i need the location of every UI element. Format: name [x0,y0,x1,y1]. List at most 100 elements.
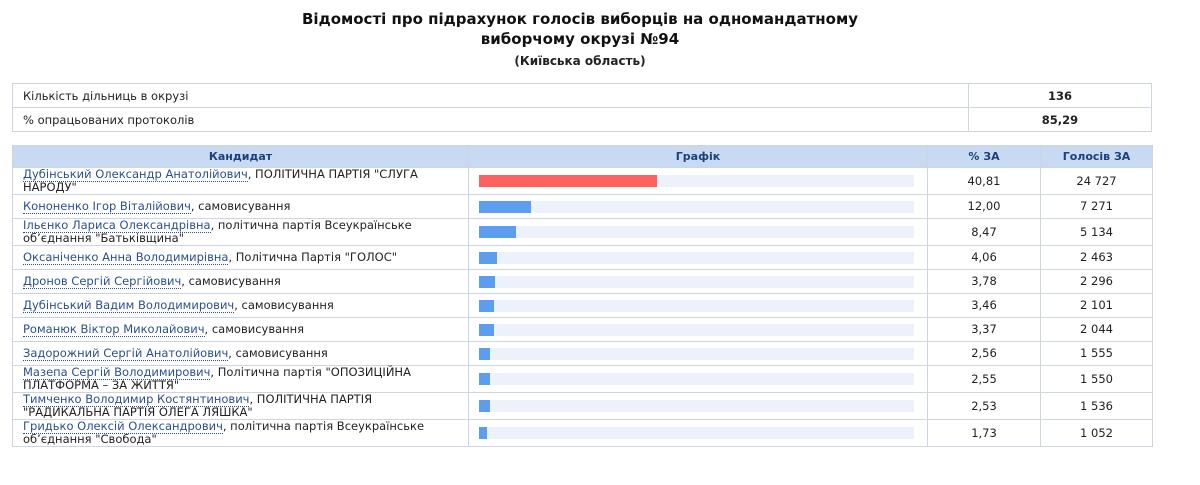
candidate-name[interactable]: Ільєнко Лариса Олександрівна [23,218,211,233]
result-row: Тимченко Володимир Костянтинович, ПОЛІТИ… [12,392,1153,420]
chart-cell [468,167,928,195]
bar-track [479,347,914,360]
votes: 2 044 [1040,317,1153,342]
summary-value: 85,29 [968,107,1152,132]
votes: 24 727 [1040,167,1153,195]
candidate-cell: Ільєнко Лариса Олександрівна, політична … [12,218,469,246]
votes: 1 536 [1040,392,1153,420]
candidate-cell: Романюк Віктор Миколайович, самовисуванн… [12,317,469,342]
candidate-name[interactable]: Оксаніченко Анна Володимирівна [23,250,229,265]
candidate-cell: Дубінський Вадим Володимирович, самовису… [12,293,469,318]
candidate-name[interactable]: Кононенко Ігор Віталійович [23,199,191,214]
title-line: Відомості про підрахунок голосів виборці… [302,10,858,28]
candidate-party: , самовисування [190,199,291,213]
bar-track [479,200,914,213]
bar [479,226,516,238]
result-row: Дубінський Вадим Володимирович, самовису… [12,293,1153,318]
votes: 1 052 [1040,419,1153,447]
candidate-cell: Дубінський Олександр Анатолійович, ПОЛІТ… [12,167,469,195]
candidate-cell: Задорожний Сергій Анатолійович, самовису… [12,341,469,366]
candidate-name[interactable]: Тимченко Володимир Костянтинович [23,392,250,407]
result-row: Задорожний Сергій Анатолійович, самовису… [12,341,1153,366]
result-row: Мазепа Сергій Володимирович, Політична п… [12,365,1153,393]
votes: 2 101 [1040,293,1153,318]
chart-cell [468,392,928,420]
bar-track [479,427,914,439]
result-row: Ільєнко Лариса Олександрівна, політична … [12,218,1153,246]
bar-track [479,251,914,264]
result-row: Дубінський Олександр Анатолійович, ПОЛІТ… [12,167,1153,195]
bar [479,373,491,385]
votes: 2 463 [1040,245,1153,270]
summary-table: Кількість дільниць в окрузі 136% опрацьов… [12,83,1152,132]
candidate-cell: Тимченко Володимир Костянтинович, ПОЛІТИ… [12,392,469,420]
candidate-party: , ПОЛІТИЧНА ПАРТІЯ "РАДИКАЛЬНА ПАРТІЯ ОЛ… [23,392,373,419]
candidate-name[interactable]: Мазепа Сергій Володимирович [23,365,211,380]
chart-cell [468,419,928,447]
subtitle: (Київська область) [514,54,646,68]
bar-track [479,226,914,238]
summary-label: Кількість дільниць в окрузі [12,83,969,108]
chart-cell [468,293,928,318]
chart-cell [468,269,928,294]
summary-value: 136 [968,83,1152,108]
bar [479,323,494,336]
bar-track [479,299,914,312]
percent: 4,06 [927,245,1041,270]
results-table: Кандидат Графік% ЗА Голосів ЗА Дубінський О… [12,145,1153,447]
bar [479,400,490,412]
title: Відомості про підрахунок голосів виборці… [200,9,960,49]
column-header: % ЗА [927,145,1041,168]
candidate-cell: Гридько Олексій Олександрович, політична… [12,419,469,447]
percent: 40,81 [927,167,1041,195]
bar-track [479,275,914,288]
candidate-name[interactable]: Дронов Сергій Сергійович [23,274,182,289]
votes: 2 296 [1040,269,1153,294]
result-row: Дронов Сергій Сергійович, самовисування 3… [12,269,1153,294]
result-row: Романюк Віктор Миколайович, самовисуванн… [12,317,1153,342]
candidate-party: , політична партія Всеукраїнське об’єдна… [23,218,412,245]
percent: 2,56 [927,341,1041,366]
bar [479,275,496,288]
percent: 1,73 [927,419,1041,447]
percent: 2,55 [927,365,1041,393]
percent: 12,00 [927,194,1041,219]
votes: 7 271 [1040,194,1153,219]
column-header: Голосів ЗА [1040,145,1153,168]
header-row: Кандидат Графік% ЗА Голосів ЗА [12,145,1153,168]
result-row: Оксаніченко Анна Володимирівна, Політичн… [12,245,1153,270]
bar [479,175,657,187]
candidate-party: , ПОЛІТИЧНА ПАРТІЯ "СЛУГА НАРОДУ" [23,167,418,194]
votes: 5 134 [1040,218,1153,246]
candidate-cell: Дронов Сергій Сергійович, самовисування [12,269,469,294]
result-row: Гридько Олексій Олександрович, політична… [12,419,1153,447]
candidate-party: , самовисування [228,346,328,360]
chart-cell [468,245,928,270]
candidate-cell: Мазепа Сергій Володимирович, Політична п… [12,365,469,393]
bar [479,347,491,360]
candidate-name[interactable]: Романюк Віктор Миколайович [23,322,205,337]
candidate-name[interactable]: Задорожний Сергій Анатолійович [23,346,229,361]
candidate-party: , самовисування [234,298,334,312]
bar [479,427,487,439]
chart-cell [468,218,928,246]
chart-cell [468,341,928,366]
title-line: виборчому окрузі №94 [480,30,680,48]
chart-cell [468,365,928,393]
percent: 2,53 [927,392,1041,420]
candidate-cell: Кононенко Ігор Віталійович, самовисуванн… [12,194,469,219]
bar-track [479,400,914,412]
candidate-name[interactable]: Гридько Олексій Олександрович [23,419,223,434]
candidate-name[interactable]: Дубінський Олександр Анатолійович [23,167,248,182]
summary-label: % опрацьованих протоколів [12,107,969,132]
summary-row: Кількість дільниць в окрузі 136 [12,83,1152,108]
votes: 1 555 [1040,341,1153,366]
bar [479,299,495,312]
bar [479,251,497,264]
candidate-party: , політична партія Всеукраїнське об’єдна… [23,419,425,446]
candidate-name[interactable]: Дубінський Вадим Володимирович [23,298,235,313]
candidate-party: , самовисування [204,322,305,336]
chart-cell [468,194,928,219]
candidate-party: , Політична Партія "ГОЛОС" [228,250,398,264]
